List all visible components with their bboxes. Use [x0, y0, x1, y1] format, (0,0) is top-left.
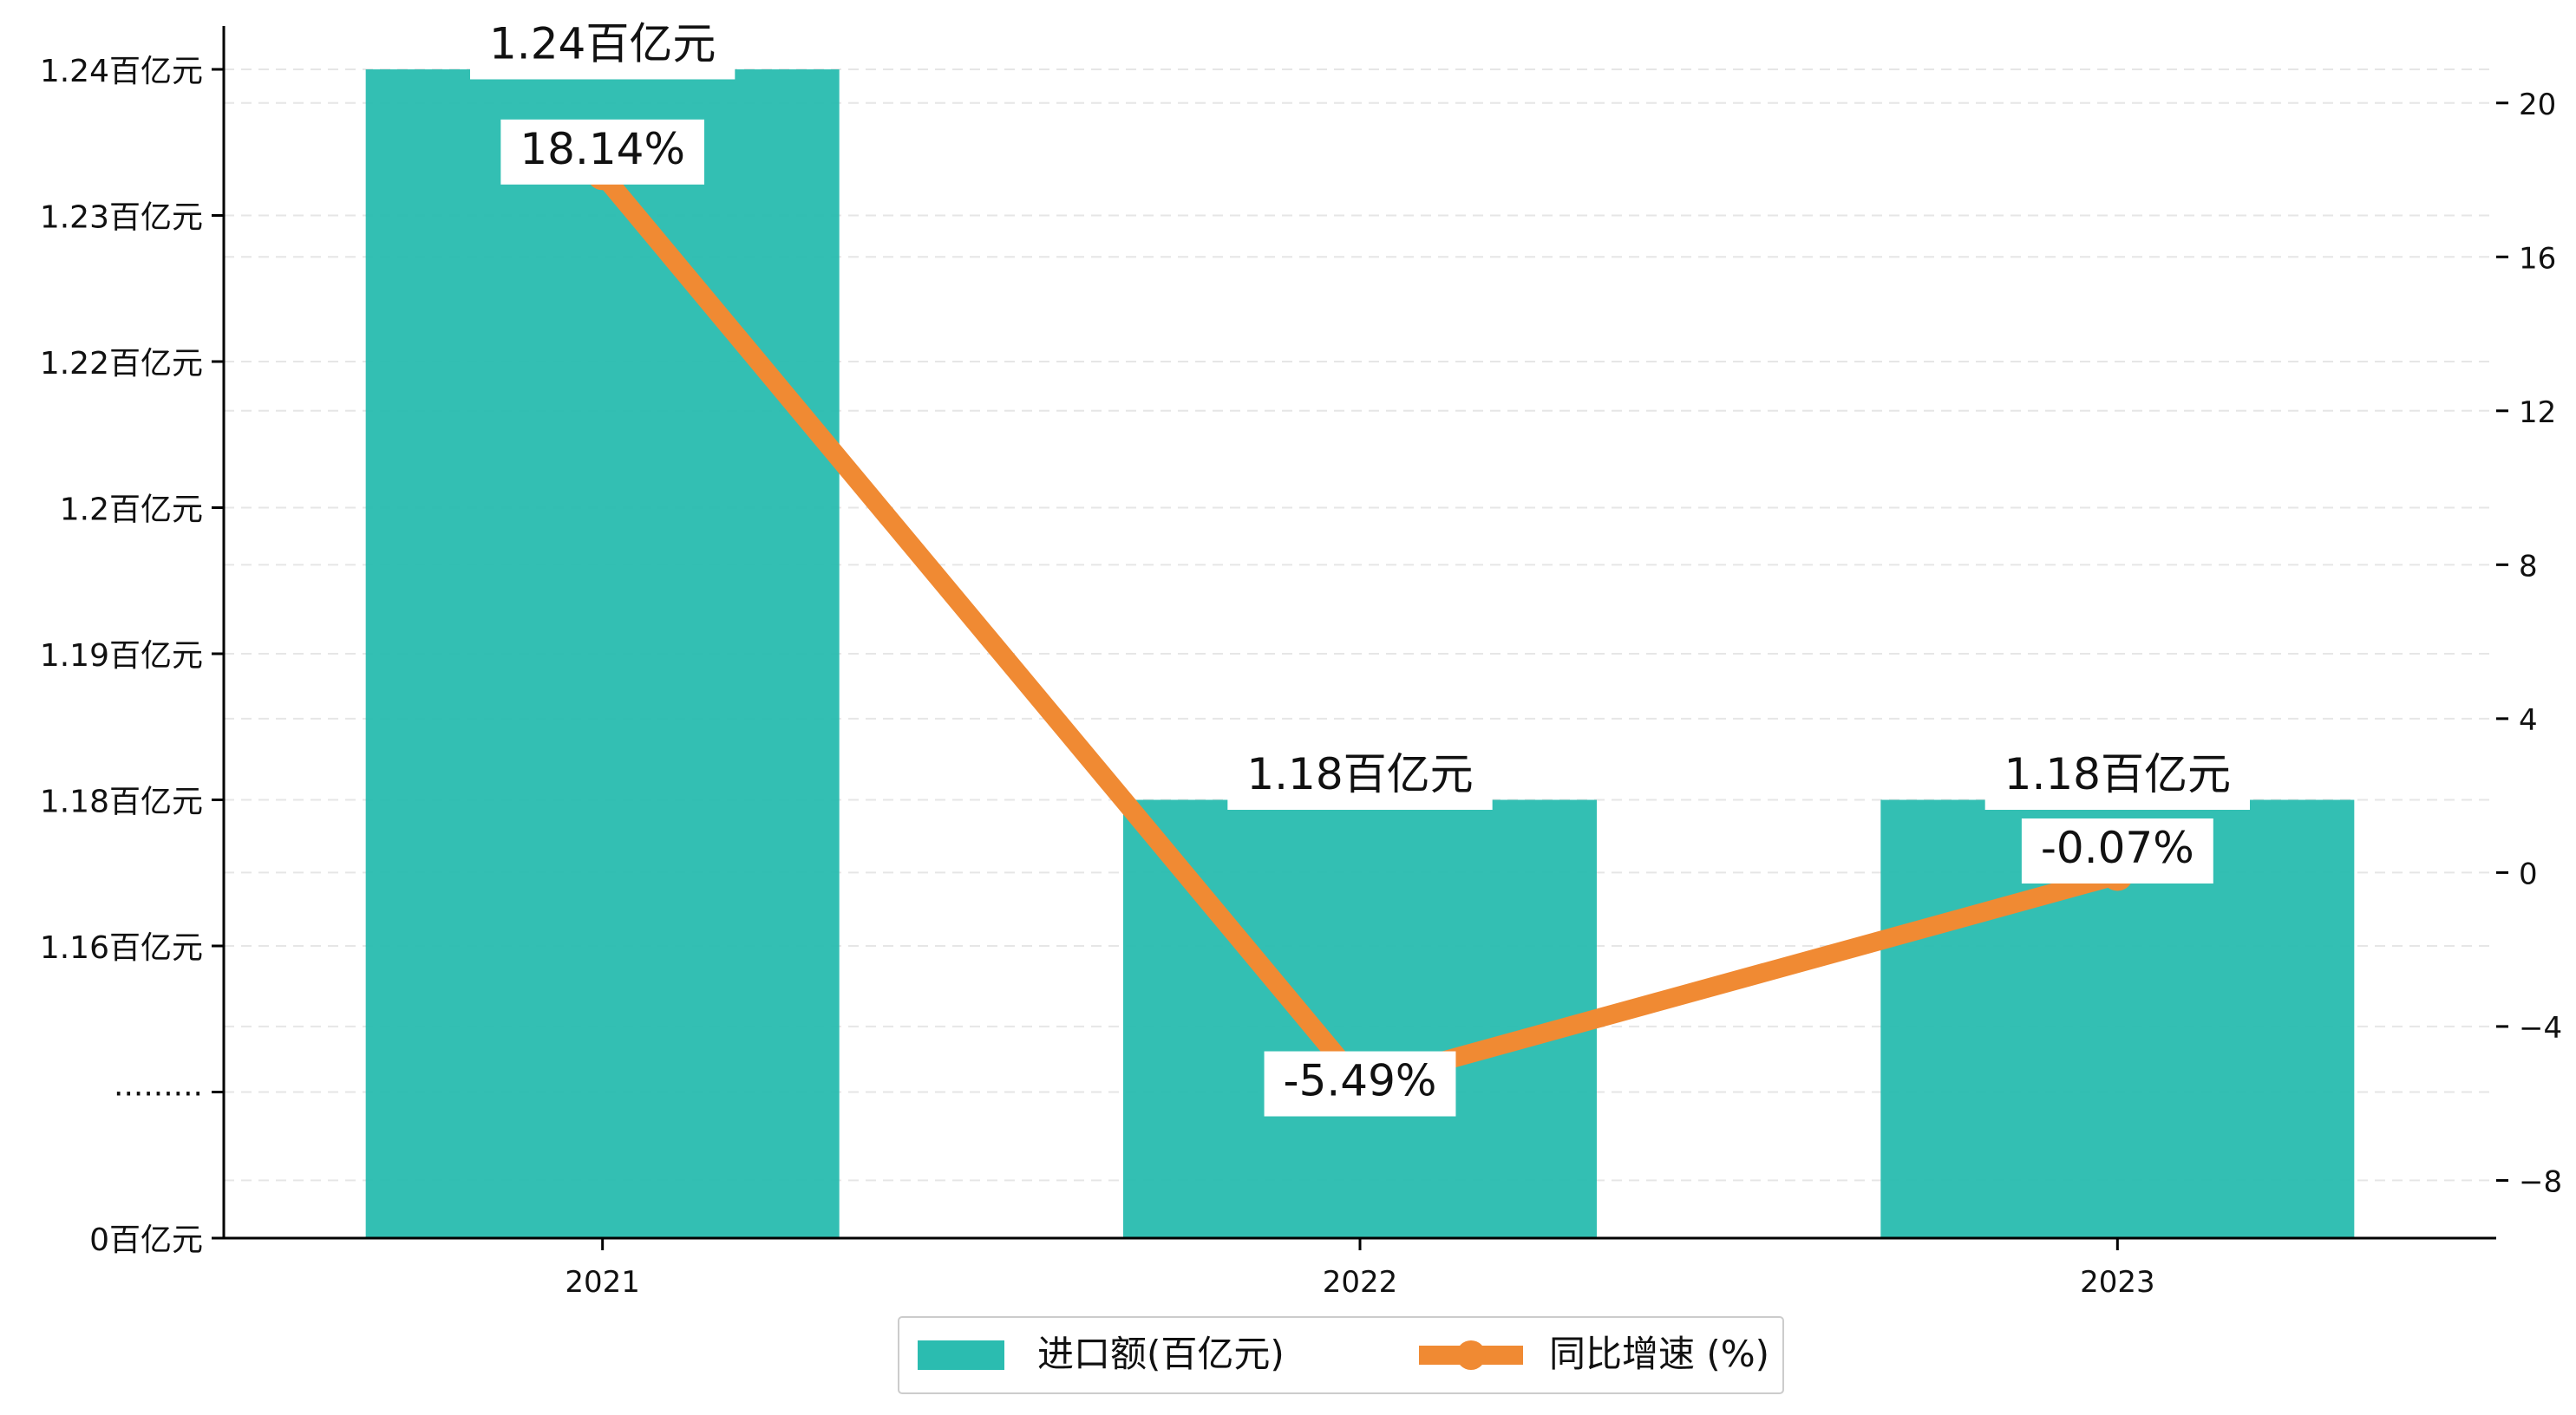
- legend-line-marker: [1456, 1340, 1486, 1370]
- bar-label-text: 1.24百亿元: [489, 19, 716, 69]
- right-tick-label: −4: [2519, 1011, 2562, 1046]
- right-axis: −8 −4 0 4 8 12 16 20: [2496, 88, 2562, 1199]
- bar-label: 1.24百亿元: [470, 14, 736, 80]
- left-tick-label: 1.24百亿元: [40, 54, 203, 89]
- line-label-text: 18.14%: [520, 124, 685, 174]
- right-tick-label: 16: [2519, 241, 2556, 276]
- line-label: -0.07%: [2021, 818, 2213, 884]
- legend-bar-swatch: [918, 1340, 1004, 1370]
- right-tick-label: 12: [2519, 395, 2556, 430]
- bar-label-box: [1227, 745, 1493, 810]
- left-tick-label: 1.19百亿元: [40, 638, 203, 674]
- x-tick-label: 2022: [1323, 1265, 1398, 1300]
- left-tick-label: 1.18百亿元: [40, 785, 203, 820]
- right-tick-label: 0: [2519, 857, 2538, 891]
- right-tick-label: −8: [2519, 1164, 2562, 1199]
- bar-label-text: 1.18百亿元: [2004, 749, 2231, 799]
- left-tick-label: 0百亿元: [89, 1223, 203, 1258]
- left-axis: 0百亿元 ········· 1.16百亿元 1.18百亿元 1.19百亿元 1.2百亿元…: [40, 54, 224, 1258]
- left-tick-label: 1.22百亿元: [40, 346, 203, 381]
- bar-label-box: [470, 14, 736, 80]
- bar-series: [365, 69, 2355, 1238]
- line-label-box: [1264, 1051, 1456, 1117]
- line-data-labels: 18.14% -5.49% -0.07%: [500, 119, 2213, 1117]
- line-label: -5.49%: [1264, 1051, 1456, 1117]
- legend: 进口额(百亿元) 同比增速 (%): [898, 1316, 1784, 1394]
- bar-label-box: [1984, 745, 2250, 810]
- line-label-text: -5.49%: [1284, 1056, 1437, 1106]
- right-tick-label: 20: [2519, 88, 2556, 122]
- bar-2021: [365, 69, 840, 1238]
- bar-data-labels: 1.24百亿元 1.18百亿元 1.18百亿元: [470, 14, 2250, 810]
- left-tick-label: ·········: [114, 1077, 203, 1112]
- bar-label: 1.18百亿元: [1984, 745, 2250, 810]
- bar-label-text: 1.18百亿元: [1246, 749, 1473, 799]
- right-tick-label: 8: [2519, 549, 2538, 584]
- legend-bar-label: 进口额(百亿元): [1037, 1333, 1285, 1375]
- left-tick-label: 1.2百亿元: [60, 492, 203, 528]
- legend-box: [898, 1316, 1784, 1394]
- line-label-box: [2021, 818, 2213, 884]
- left-tick-label: 1.16百亿元: [40, 930, 203, 966]
- line-label-box: [500, 119, 704, 185]
- x-tick-label: 2021: [565, 1265, 640, 1300]
- x-tick-label: 2023: [2080, 1265, 2155, 1300]
- bar-2022: [1123, 799, 1597, 1238]
- line-label-text: -0.07%: [2041, 823, 2194, 873]
- left-tick-label: 1.23百亿元: [40, 200, 203, 236]
- legend-line-label: 同比增速 (%): [1549, 1333, 1769, 1375]
- line-label: 18.14%: [500, 119, 704, 185]
- x-axis: 2021 2022 2023: [565, 1238, 2155, 1300]
- bar-label: 1.18百亿元: [1227, 745, 1493, 810]
- right-tick-label: 4: [2519, 703, 2538, 738]
